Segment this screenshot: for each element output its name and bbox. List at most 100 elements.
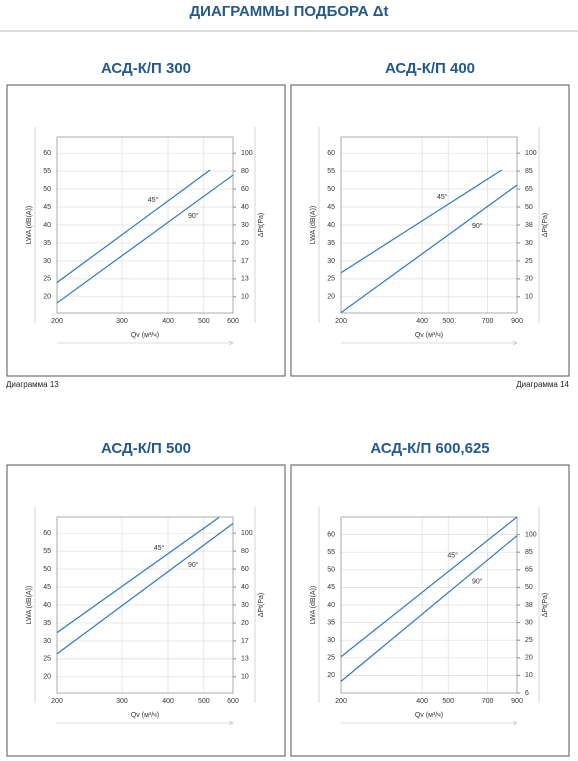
y2-tick-label: 20 xyxy=(525,655,533,662)
y2-tick-label: 80 xyxy=(241,168,249,175)
y2-tick-label: 25 xyxy=(525,637,533,644)
series-line xyxy=(340,516,518,658)
chart-frame xyxy=(6,464,286,757)
y-axis-label: LWA (dB(A)) xyxy=(310,206,317,245)
y-axis-label: LWA (dB(A)) xyxy=(310,586,317,625)
y2-tick-label: 38 xyxy=(525,602,533,609)
series-label: 90° xyxy=(472,577,483,585)
y-tick-label: 45 xyxy=(43,584,51,591)
y-tick-label: 55 xyxy=(327,168,335,175)
x-tick-label: 500 xyxy=(198,698,210,705)
series-line xyxy=(56,169,211,283)
y-tick-label: 45 xyxy=(327,204,335,211)
y-tick-label: 40 xyxy=(43,602,51,609)
y-tick-label: 20 xyxy=(327,672,335,679)
chart-frame xyxy=(290,84,570,377)
y-tick-label: 60 xyxy=(43,150,51,157)
y-tick-label: 25 xyxy=(327,276,335,283)
y2-tick-label: 6 xyxy=(525,690,529,697)
y2-tick-label: 30 xyxy=(241,222,249,229)
series-label: 45° xyxy=(447,552,458,560)
y2-tick-label: 85 xyxy=(525,168,533,175)
x-tick-label: 900 xyxy=(511,698,523,705)
y-tick-label: 25 xyxy=(43,276,51,283)
y-tick-label: 30 xyxy=(43,638,51,645)
x-axis-label: Qv (м³/ч) xyxy=(131,332,159,339)
x-axis-arrowhead xyxy=(228,720,234,726)
series-label: 45° xyxy=(154,544,165,552)
y2-tick-label: 40 xyxy=(241,204,249,211)
series-line xyxy=(56,522,234,655)
y-axis-label: LWA (dB(A)) xyxy=(26,206,33,245)
y-tick-label: 50 xyxy=(327,567,335,574)
y2-tick-label: 65 xyxy=(525,186,533,193)
x-tick-label: 500 xyxy=(198,318,210,325)
y2-tick-label: 10 xyxy=(241,674,249,681)
y2-tick-label: 65 xyxy=(525,567,533,574)
series-line xyxy=(340,184,518,314)
y2-tick-label: 38 xyxy=(525,222,533,229)
plot-area xyxy=(56,516,234,694)
y-tick-label: 35 xyxy=(327,240,335,247)
x-tick-label: 300 xyxy=(116,698,128,705)
y2-tick-label: 80 xyxy=(241,548,249,555)
x-tick-label: 600 xyxy=(227,318,239,325)
plot-area xyxy=(56,136,234,314)
y2-tick-label: 60 xyxy=(241,186,249,193)
x-axis-label: Qv (м³/ч) xyxy=(415,712,443,719)
chart-title: АСД-К/П 300 xyxy=(101,60,191,77)
y-tick-label: 50 xyxy=(327,186,335,193)
series-line xyxy=(340,169,503,274)
y2-axis-label: ΔPt(Pa) xyxy=(258,213,265,238)
chart-frame xyxy=(290,464,570,757)
y-tick-label: 55 xyxy=(43,548,51,555)
y2-tick-label: 13 xyxy=(241,276,249,283)
y2-tick-label: 13 xyxy=(241,656,249,663)
chart-frame xyxy=(6,84,286,377)
y-tick-label: 35 xyxy=(43,620,51,627)
x-axis-label: Qv (м³/ч) xyxy=(415,332,443,339)
x-tick-label: 200 xyxy=(51,698,63,705)
y2-tick-label: 17 xyxy=(241,638,249,645)
x-tick-label: 200 xyxy=(335,698,347,705)
x-tick-label: 400 xyxy=(162,698,174,705)
y-tick-label: 60 xyxy=(327,150,335,157)
chart-title: АСД-К/П 400 xyxy=(385,60,475,77)
x-axis-arrowhead xyxy=(512,340,518,346)
y2-axis-label: ΔPt(Pa) xyxy=(542,213,549,238)
y-tick-label: 40 xyxy=(327,602,335,609)
x-tick-label: 400 xyxy=(162,318,174,325)
y2-tick-label: 20 xyxy=(241,620,249,627)
y-tick-label: 20 xyxy=(43,294,51,301)
y2-tick-label: 25 xyxy=(525,258,533,265)
plot-area xyxy=(340,516,518,694)
chart-title: АСД-К/П 500 xyxy=(101,440,191,457)
series-line xyxy=(340,535,518,682)
y-tick-label: 45 xyxy=(327,584,335,591)
y2-axis-label: ΔPt(Pa) xyxy=(542,593,549,618)
x-axis-label: Qv (м³/ч) xyxy=(131,712,159,719)
y2-tick-label: 60 xyxy=(241,566,249,573)
series-line xyxy=(56,174,234,304)
y2-tick-label: 20 xyxy=(241,240,249,247)
x-tick-label: 400 xyxy=(416,318,428,325)
y2-tick-label: 100 xyxy=(241,150,253,157)
x-tick-label: 900 xyxy=(511,318,523,325)
y-tick-label: 30 xyxy=(43,258,51,265)
y-tick-label: 20 xyxy=(327,294,335,301)
page-title: ДИАГРАММЫ ПОДБОРА Δt xyxy=(189,3,388,20)
y-tick-label: 30 xyxy=(327,258,335,265)
y-tick-label: 60 xyxy=(43,530,51,537)
x-axis-arrowhead xyxy=(228,340,234,346)
y2-tick-label: 30 xyxy=(525,240,533,247)
y2-tick-label: 30 xyxy=(241,602,249,609)
series-line xyxy=(56,516,220,634)
y2-tick-label: 10 xyxy=(241,294,249,301)
series-label: 90° xyxy=(188,212,199,220)
y-tick-label: 25 xyxy=(327,655,335,662)
x-tick-label: 500 xyxy=(442,698,454,705)
y-axis-label: LWA (dB(A)) xyxy=(26,586,33,625)
y2-tick-label: 85 xyxy=(525,549,533,556)
x-tick-label: 700 xyxy=(482,318,494,325)
